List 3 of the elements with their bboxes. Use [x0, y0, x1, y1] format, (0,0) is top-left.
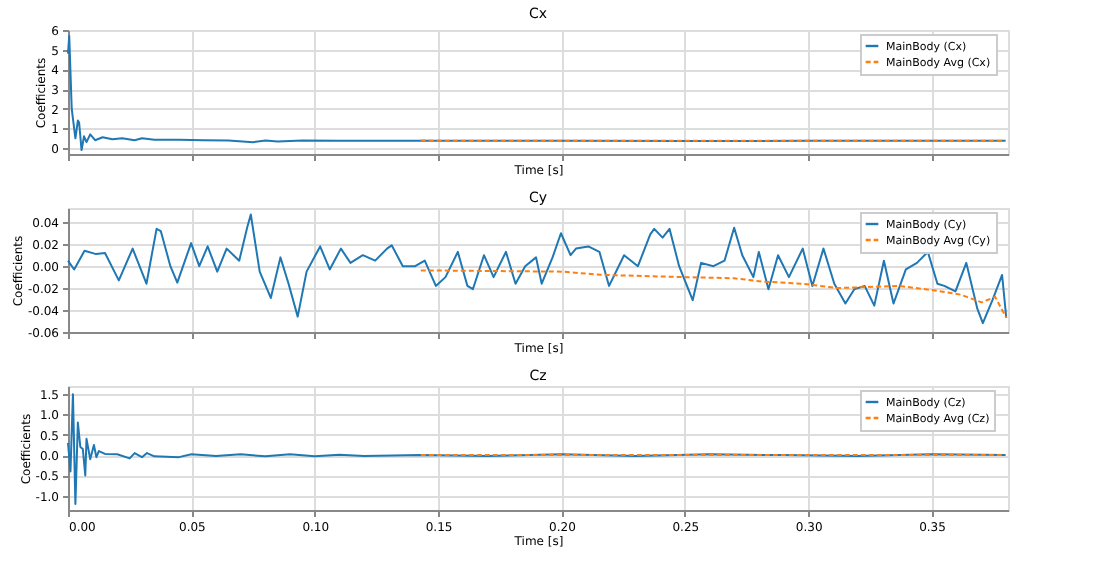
line-series: [67, 213, 1008, 325]
line-series: [67, 393, 1007, 505]
line-series: [419, 269, 1008, 319]
